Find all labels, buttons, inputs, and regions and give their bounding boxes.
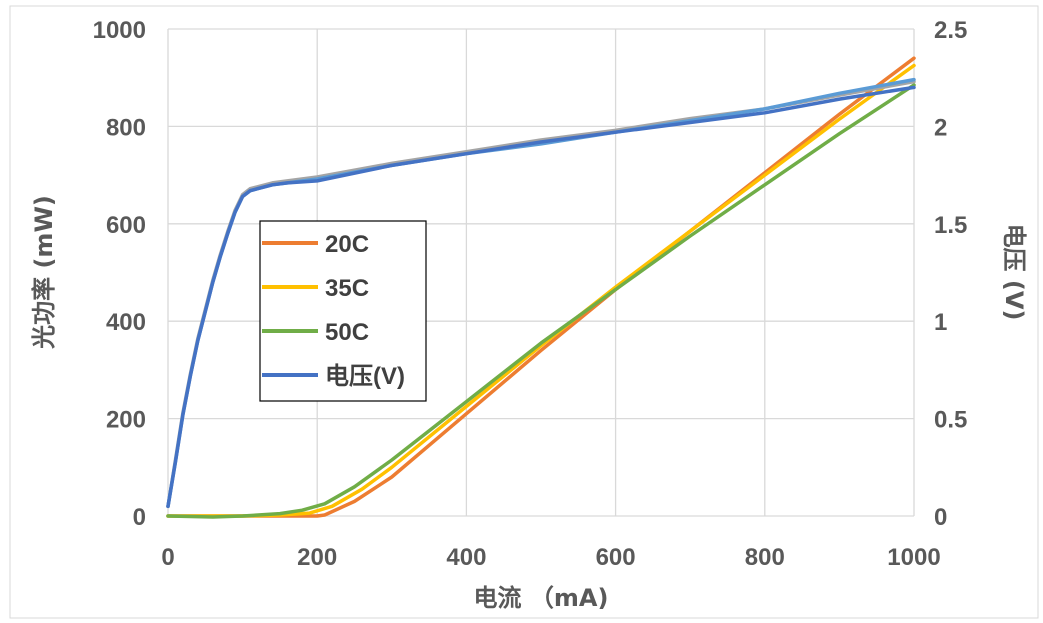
series-line-3: [166, 85, 916, 509]
y-tick-label: 800: [106, 114, 146, 141]
x-tick-label: 400: [446, 544, 486, 571]
chart-area: [9, 5, 1039, 619]
y2-tick-label: 2.5: [934, 17, 967, 44]
y2-tick-label: 1.5: [934, 212, 967, 239]
legend-label: 电压(V): [325, 363, 405, 390]
x-tick-label: 200: [297, 544, 337, 571]
y-tick-label: 200: [106, 407, 146, 434]
y-tick-label: 0: [133, 504, 146, 531]
series-lines: [166, 56, 916, 519]
x-tick-label: 0: [161, 544, 174, 571]
tick-labels: 0 200 400 600 800 1000 0 0.5 1 1.5 2 2.5 0 200 400 600 8…: [93, 17, 968, 571]
y2-axis-title: 电压 (V): [1000, 224, 1028, 321]
x-axis-title: 电流 （mA): [474, 584, 609, 612]
y-axis-title: 光功率 (mW): [30, 195, 58, 350]
y-tick-label: 600: [106, 212, 146, 239]
legend-label: 20C: [325, 231, 369, 258]
y2-tick-label: 0: [934, 504, 947, 531]
x-tick-label: 1000: [887, 544, 940, 571]
y-tick-label: 1000: [93, 17, 146, 44]
y2-tick-label: 1: [934, 309, 947, 336]
x-tick-label: 800: [745, 544, 785, 571]
legend-label: 50C: [325, 319, 369, 346]
y2-tick-label: 0.5: [934, 407, 967, 434]
legend-box: [259, 220, 427, 402]
series-line-1: [166, 63, 916, 518]
legend-label: 35C: [325, 275, 369, 302]
y2-tick-label: 2: [934, 114, 947, 141]
series-line-0: [166, 56, 916, 518]
series-line-2: [166, 83, 916, 519]
x-tick-label: 600: [596, 544, 636, 571]
y-tick-label: 400: [106, 309, 146, 336]
legend: 20C 35C 50C 电压(V): [259, 220, 427, 402]
